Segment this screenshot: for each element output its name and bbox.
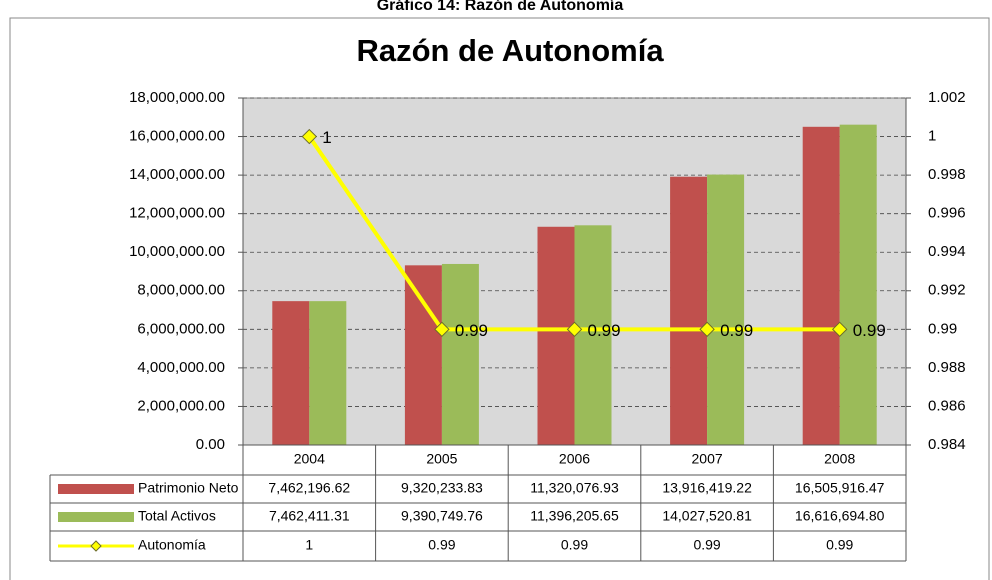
- y-tick-label: 4,000,000.00: [137, 359, 225, 376]
- line-marker: [301, 128, 318, 145]
- y2-tick-label: 0.994: [928, 243, 966, 260]
- legend-key: [90, 540, 102, 552]
- table-cell: 0.99: [428, 537, 455, 553]
- legend-key: [58, 484, 134, 494]
- bar: [272, 301, 310, 445]
- table-cell: 0.99: [561, 537, 588, 553]
- chart-caption: Gráfico 14: Razón de Autonomía: [377, 0, 624, 14]
- line-marker: [434, 321, 450, 338]
- x-tick-label: 2005: [426, 451, 457, 467]
- line-marker: [566, 321, 583, 338]
- y-tick-label: 10,000,000.00: [129, 243, 225, 260]
- y-tick-label: 14,000,000.00: [129, 166, 225, 183]
- data-label: 0.99: [455, 321, 488, 340]
- y2-tick-label: 0.998: [928, 166, 966, 183]
- x-tick-label: 2008: [824, 451, 855, 467]
- x-tick-label: 2004: [294, 451, 325, 467]
- bar: [441, 263, 479, 445]
- bar: [670, 176, 708, 446]
- legend-label: Autonomía: [138, 537, 206, 553]
- chart-title: Razón de Autonomía: [356, 33, 664, 68]
- bar: [537, 226, 575, 445]
- bar: [707, 174, 745, 445]
- table-cell: 11,320,076.93: [530, 480, 619, 496]
- bar: [309, 301, 347, 445]
- legend-key: [58, 512, 134, 522]
- y2-tick-label: 0.984: [928, 436, 966, 453]
- line-marker: [831, 321, 848, 338]
- y-tick-label: 6,000,000.00: [137, 320, 225, 337]
- legend-label: Patrimonio Neto: [138, 480, 239, 496]
- data-label: 0.99: [720, 321, 753, 340]
- table-cell: 9,320,233.83: [401, 480, 483, 496]
- table-cell: 11,396,205.65: [530, 508, 619, 524]
- y2-tick-label: 0.986: [928, 397, 966, 414]
- y-tick-label: 0.00: [196, 436, 225, 453]
- y2-tick-label: 0.992: [928, 282, 966, 299]
- table-cell: 0.99: [693, 537, 720, 553]
- x-tick-label: 2006: [559, 451, 590, 467]
- y-tick-label: 8,000,000.00: [137, 282, 225, 299]
- table-cell: 0.99: [826, 537, 853, 553]
- bar: [404, 265, 442, 445]
- y2-tick-label: 1.002: [928, 89, 966, 106]
- table-cell: 16,616,694.80: [795, 508, 885, 524]
- table-cell: 7,462,411.31: [269, 508, 350, 524]
- table-cell: 14,027,520.81: [662, 508, 752, 524]
- data-label: 1: [322, 128, 331, 147]
- y2-tick-label: 1: [928, 128, 936, 145]
- y2-tick-label: 0.996: [928, 205, 966, 222]
- y2-tick-label: 0.99: [928, 320, 957, 337]
- data-label: 0.99: [853, 321, 886, 340]
- y-tick-label: 12,000,000.00: [129, 205, 225, 222]
- y2-tick-label: 0.988: [928, 359, 966, 376]
- table-cell: 16,505,916.47: [795, 480, 885, 496]
- y-tick-label: 18,000,000.00: [129, 89, 225, 106]
- table-cell: 1: [305, 537, 313, 553]
- bar: [802, 126, 840, 445]
- y-tick-label: 16,000,000.00: [129, 128, 225, 145]
- y-tick-label: 2,000,000.00: [137, 397, 225, 414]
- legend-label: Total Activos: [138, 508, 216, 524]
- data-label: 0.99: [588, 321, 621, 340]
- line-marker: [699, 321, 715, 338]
- x-tick-label: 2007: [692, 451, 723, 467]
- bar: [574, 225, 612, 445]
- table-cell: 7,462,196.62: [268, 480, 350, 496]
- bar: [839, 124, 877, 445]
- table-cell: 13,916,419.22: [662, 480, 752, 496]
- table-cell: 9,390,749.76: [401, 508, 483, 524]
